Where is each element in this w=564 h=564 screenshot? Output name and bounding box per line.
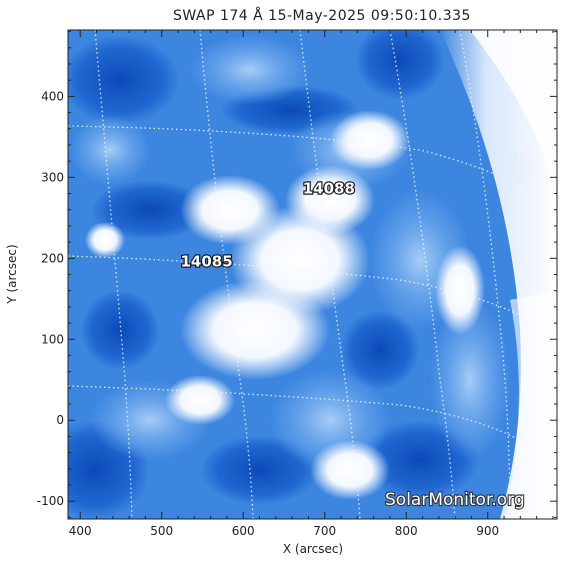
x-tick-label: 600 — [232, 524, 255, 538]
y-axis-label: Y (arcsec) — [5, 244, 19, 304]
y-tick-label: -100 — [37, 494, 64, 508]
x-tick-label: 900 — [476, 524, 499, 538]
x-tick-label: 500 — [150, 524, 173, 538]
active-region-labels: 14088 14085 — [179, 178, 356, 271]
image-title: SWAP 174 Å 15-May-2025 09:50:10.335 — [173, 7, 471, 24]
euv-image — [68, 30, 557, 519]
heliographic-grid — [68, 30, 531, 519]
x-axis-ticks: 400 500 600 700 800 900 — [69, 30, 554, 538]
x-axis-label: X (arcsec) — [283, 542, 343, 556]
active-region-label: 14088 — [303, 180, 355, 198]
y-tick-label: 200 — [41, 251, 64, 265]
y-tick-label: 0 — [56, 413, 64, 427]
x-tick-label: 700 — [313, 524, 336, 538]
y-axis-ticks: -100 0 100 200 300 400 — [37, 31, 557, 518]
x-tick-label: 400 — [69, 524, 92, 538]
y-tick-label: 100 — [41, 332, 64, 346]
x-tick-label: 800 — [395, 524, 418, 538]
y-tick-label: 300 — [41, 170, 64, 184]
active-region-label: 14085 — [180, 252, 232, 270]
watermark: SolarMonitor.org — [385, 490, 525, 510]
y-tick-label: 400 — [41, 89, 64, 103]
